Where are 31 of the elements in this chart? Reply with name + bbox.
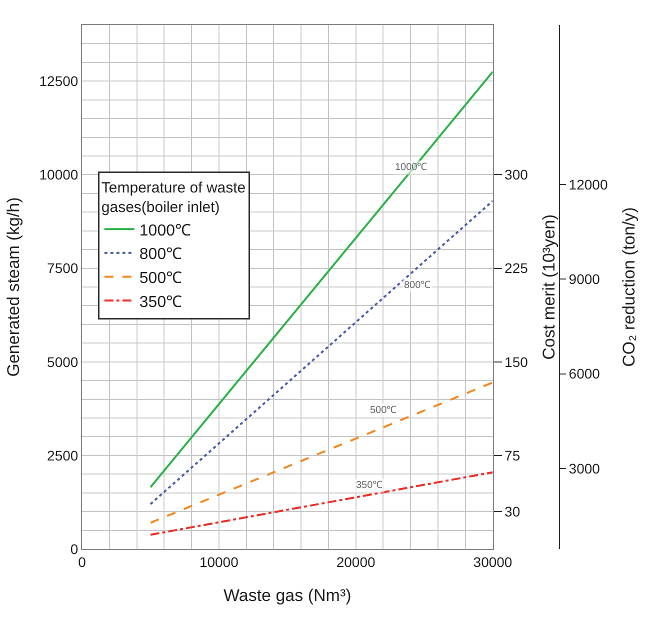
legend-label: 800℃ <box>139 246 182 264</box>
y-axis-title: Generated steam (kg/h) <box>4 197 23 377</box>
y2-tick-label: 225 <box>504 260 528 276</box>
y2-tick-label: 150 <box>504 354 528 370</box>
x-tick-label: 20000 <box>336 554 376 570</box>
y3-tick-label: 3000 <box>568 460 600 476</box>
y-tick-label: 10000 <box>39 166 78 183</box>
legend-label: 500℃ <box>139 270 182 287</box>
y3-tick-label: 6000 <box>568 366 600 382</box>
legend-title: Temperature of waste gases(boiler inlet) <box>101 180 246 216</box>
annotation: 1000℃ <box>395 162 428 173</box>
y3-axis-title: CO₂ reduction (ton/y) <box>619 207 638 367</box>
annotation: 500℃ <box>370 405 397 416</box>
y-tick-label: 5000 <box>47 354 78 370</box>
y2-axis-title: Cost merit (10³yen) <box>540 214 559 360</box>
y-tick-label: 2500 <box>47 447 78 464</box>
y-tick-label: 0 <box>70 540 78 557</box>
y-tick-label: 12500 <box>39 73 78 90</box>
x-axis-title: Waste gas (Nm³) <box>223 586 352 606</box>
legend-label: 1000℃ <box>139 222 191 240</box>
y2-tick-label: 30 <box>504 503 520 520</box>
y2-tick-label: 75 <box>504 447 520 464</box>
x-tick-label: 10000 <box>199 554 239 570</box>
x-tick-label: 30000 <box>473 554 512 570</box>
y2-tick-label: 300 <box>504 166 528 183</box>
annotation: 800℃ <box>404 280 431 291</box>
y3-tick-label: 12000 <box>568 176 608 192</box>
legend-label: 350℃ <box>139 294 182 311</box>
y3-tick-label: 9000 <box>568 271 600 288</box>
y-tick-label: 7500 <box>47 260 78 276</box>
annotation: 350℃ <box>356 480 383 491</box>
